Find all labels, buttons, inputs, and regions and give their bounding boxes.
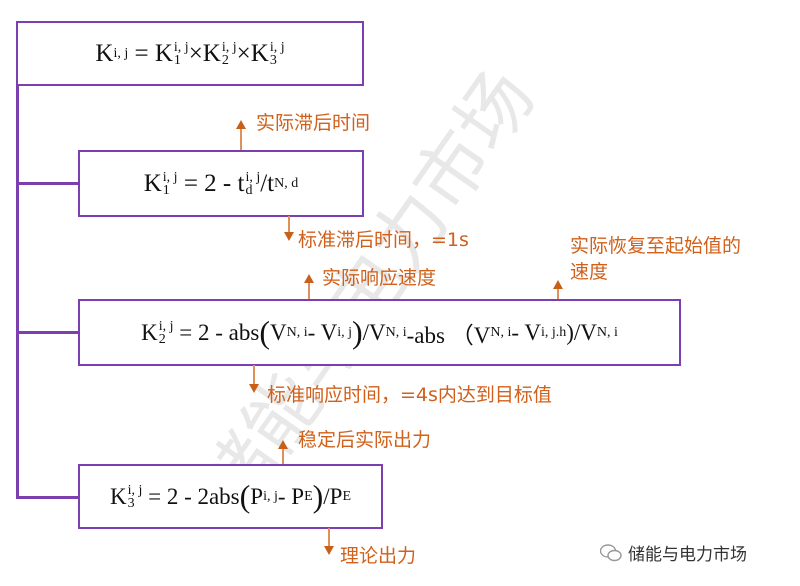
- arrow-down-icon: [324, 546, 334, 555]
- theory-output-line: [328, 528, 330, 548]
- branch-k1: [16, 182, 79, 185]
- actual-response-label: 实际响应速度: [322, 267, 437, 289]
- std-response-label: 标准响应时间，=4s内达到目标值: [267, 384, 552, 406]
- actual-output-label: 稳定后实际出力: [298, 429, 432, 451]
- wechat-icon: [600, 543, 622, 561]
- branch-k2: [16, 331, 79, 334]
- std-response-line: [253, 365, 255, 385]
- arrow-up-icon: [236, 120, 246, 129]
- actual-lag-label: 实际滞后时间: [256, 112, 371, 134]
- arrow-up-icon: [553, 280, 563, 289]
- branch-k3: [16, 496, 79, 499]
- actual-output-line: [282, 448, 284, 464]
- recovery-label: 实际恢复至起始值的 速度: [570, 233, 741, 285]
- recovery-label-line1: 实际恢复至起始值的: [570, 235, 742, 257]
- arrow-down-icon: [284, 232, 294, 241]
- std-lag-label: 标准滞后时间，=1s: [298, 229, 469, 251]
- recovery-line: [557, 288, 559, 299]
- source-logo: 储能与电力市场: [600, 540, 747, 565]
- arrow-up-icon: [278, 440, 288, 449]
- std-lag-line: [288, 216, 290, 234]
- actual-response-line: [308, 282, 310, 299]
- theory-output-label: 理论出力: [340, 545, 417, 567]
- tree-trunk: [16, 84, 19, 498]
- arrow-up-icon: [304, 274, 314, 283]
- logo-text: 储能与电力市场: [628, 545, 747, 565]
- actual-lag-line: [240, 128, 242, 150]
- arrow-down-icon: [249, 384, 259, 393]
- recovery-label-line2: 速度: [570, 261, 609, 283]
